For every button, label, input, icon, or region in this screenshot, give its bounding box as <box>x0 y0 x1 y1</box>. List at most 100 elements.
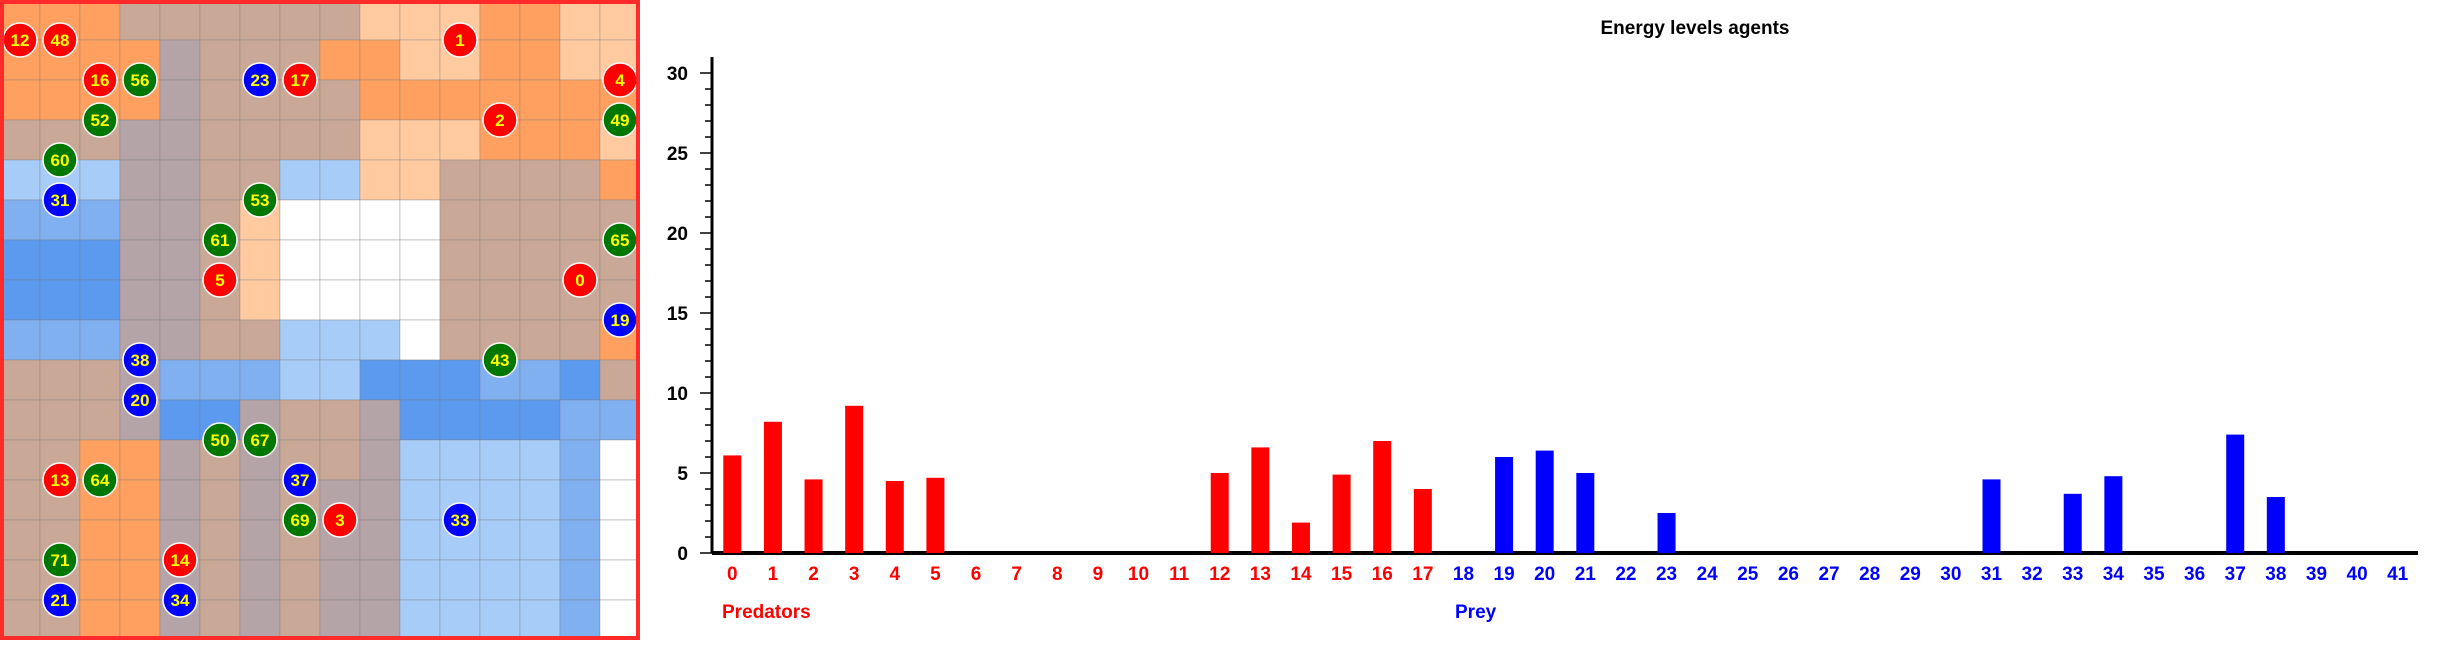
grid-cell <box>0 119 41 161</box>
grid-cell <box>0 559 41 601</box>
plant-agent[interactable]: 56 <box>122 62 158 98</box>
agent-id-label: 20 <box>131 391 150 410</box>
grid-cell <box>559 559 601 601</box>
grid-cell <box>119 479 161 521</box>
plant-agent[interactable]: 65 <box>602 222 638 258</box>
predator-agent[interactable]: 17 <box>282 62 318 98</box>
grid-cell <box>279 159 321 201</box>
x-tick-label: 11 <box>1169 564 1190 585</box>
grid-cell <box>39 359 81 401</box>
grid-cell <box>119 439 161 481</box>
grid-cell <box>399 159 441 201</box>
grid-cell <box>599 519 641 561</box>
group-label-prey: Prey <box>1455 602 1497 623</box>
prey-agent[interactable]: 23 <box>242 62 278 98</box>
energy-bar <box>723 455 742 553</box>
grid-cell <box>199 599 241 641</box>
predator-agent[interactable]: 13 <box>42 462 78 498</box>
grid-cell <box>559 199 601 241</box>
x-tick-label: 37 <box>2225 564 2246 585</box>
grid-cell <box>0 319 41 361</box>
plant-agent[interactable]: 67 <box>242 422 278 458</box>
grid-cell <box>199 359 241 401</box>
grid-cell <box>519 479 561 521</box>
agent-id-label: 61 <box>211 231 230 250</box>
prey-agent[interactable]: 33 <box>442 502 478 538</box>
predator-agent[interactable]: 48 <box>42 22 78 58</box>
plant-agent-marker <box>122 62 158 98</box>
plant-agent[interactable]: 52 <box>82 102 118 138</box>
prey-agent[interactable]: 34 <box>162 582 198 618</box>
grid-cell <box>559 0 601 41</box>
plant-agent[interactable]: 64 <box>82 462 118 498</box>
grid-cell <box>279 559 321 601</box>
prey-agent[interactable]: 38 <box>122 342 158 378</box>
plant-agent[interactable]: 71 <box>42 542 78 578</box>
grid-cell <box>359 119 401 161</box>
grid-cell <box>319 319 361 361</box>
agent-id-label: 17 <box>291 71 310 90</box>
plant-agent[interactable]: 50 <box>202 422 238 458</box>
predator-agent[interactable]: 1 <box>442 22 478 58</box>
agent-id-label: 31 <box>51 191 70 210</box>
plant-agent[interactable]: 69 <box>282 502 318 538</box>
predator-agent[interactable]: 14 <box>162 542 198 578</box>
x-tick-label: 30 <box>1940 564 1961 585</box>
predator-agent[interactable]: 0 <box>562 262 598 298</box>
predator-agent[interactable]: 3 <box>322 502 358 538</box>
predator-agent[interactable]: 16 <box>82 62 118 98</box>
grid-cell <box>279 359 321 401</box>
predator-agent[interactable]: 12 <box>2 22 38 58</box>
prey-agent[interactable]: 37 <box>282 462 318 498</box>
grid-cell <box>159 319 201 361</box>
grid-cell <box>439 159 481 201</box>
grid-cell <box>159 239 201 281</box>
grid-cell <box>399 439 441 481</box>
grid-cell <box>359 479 401 521</box>
chart-title: Energy levels agents <box>1600 18 1789 39</box>
grid-cell <box>359 559 401 601</box>
agent-id-label: 71 <box>51 551 70 570</box>
x-tick-label: 8 <box>1052 564 1063 585</box>
agent-id-label: 60 <box>51 151 70 170</box>
grid-cell <box>319 279 361 321</box>
grid-cell <box>39 399 81 441</box>
plant-agent[interactable]: 61 <box>202 222 238 258</box>
grid-cell <box>239 519 281 561</box>
grid-cell <box>199 119 241 161</box>
predator-agent[interactable]: 2 <box>482 102 518 138</box>
agent-id-label: 52 <box>91 111 110 130</box>
grid-cell <box>79 559 121 601</box>
grid-cell <box>239 119 281 161</box>
prey-agent[interactable]: 21 <box>42 582 78 618</box>
y-tick-label: 25 <box>667 144 689 165</box>
grid-cell <box>319 159 361 201</box>
prey-agent[interactable]: 31 <box>42 182 78 218</box>
group-label-predators: Predators <box>722 602 811 623</box>
agent-id-label: 48 <box>51 31 70 50</box>
energy-bar <box>1535 450 1554 553</box>
plant-agent[interactable]: 60 <box>42 142 78 178</box>
x-tick-label: 33 <box>2062 564 2083 585</box>
prey-agent[interactable]: 20 <box>122 382 158 418</box>
grid-cell <box>359 279 401 321</box>
predator-agent[interactable]: 4 <box>602 62 638 98</box>
grid-cell <box>279 119 321 161</box>
grid-cell <box>559 439 601 481</box>
prey-agent[interactable]: 19 <box>602 302 638 338</box>
predator-agent[interactable]: 5 <box>202 262 238 298</box>
grid-cell <box>439 439 481 481</box>
grid-cell <box>559 119 601 161</box>
grid-cell <box>319 599 361 641</box>
x-tick-label: 16 <box>1372 564 1393 585</box>
grid-cell <box>479 439 521 481</box>
plant-agent[interactable]: 49 <box>602 102 638 138</box>
plant-agent[interactable]: 43 <box>482 342 518 378</box>
grid-cell <box>319 0 361 41</box>
agent-id-label: 13 <box>51 471 70 490</box>
x-tick-label: 25 <box>1737 564 1759 585</box>
grid-cell <box>0 199 41 241</box>
grid-cell <box>599 559 641 601</box>
plant-agent[interactable]: 53 <box>242 182 278 218</box>
grid-cell <box>399 359 441 401</box>
